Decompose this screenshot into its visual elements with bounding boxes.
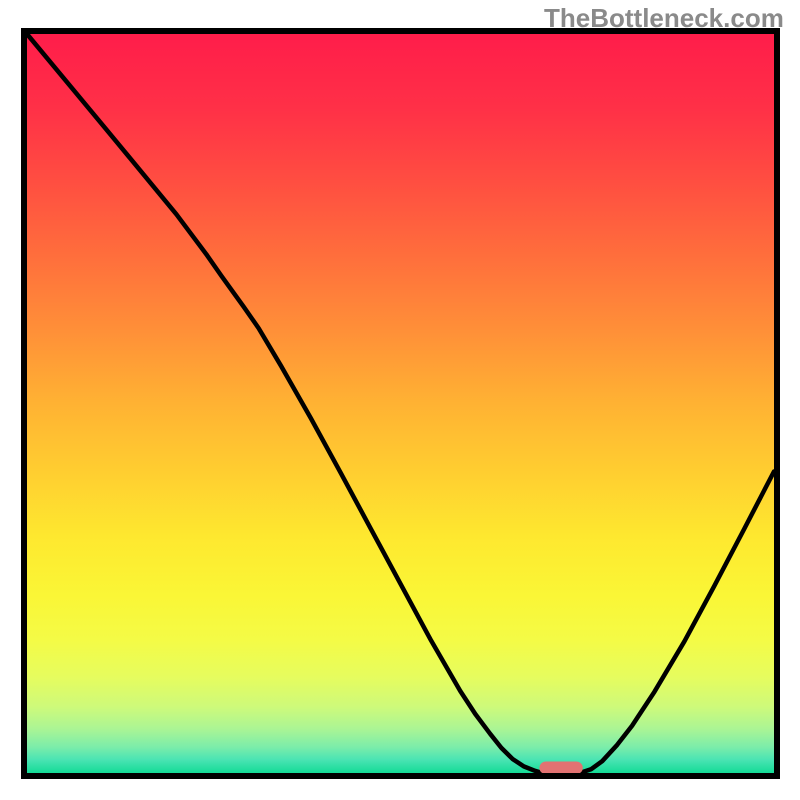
chart-background (27, 34, 774, 773)
watermark-text: TheBottleneck.com (544, 3, 784, 34)
bottleneck-chart (0, 0, 800, 800)
optimal-marker (539, 762, 582, 775)
